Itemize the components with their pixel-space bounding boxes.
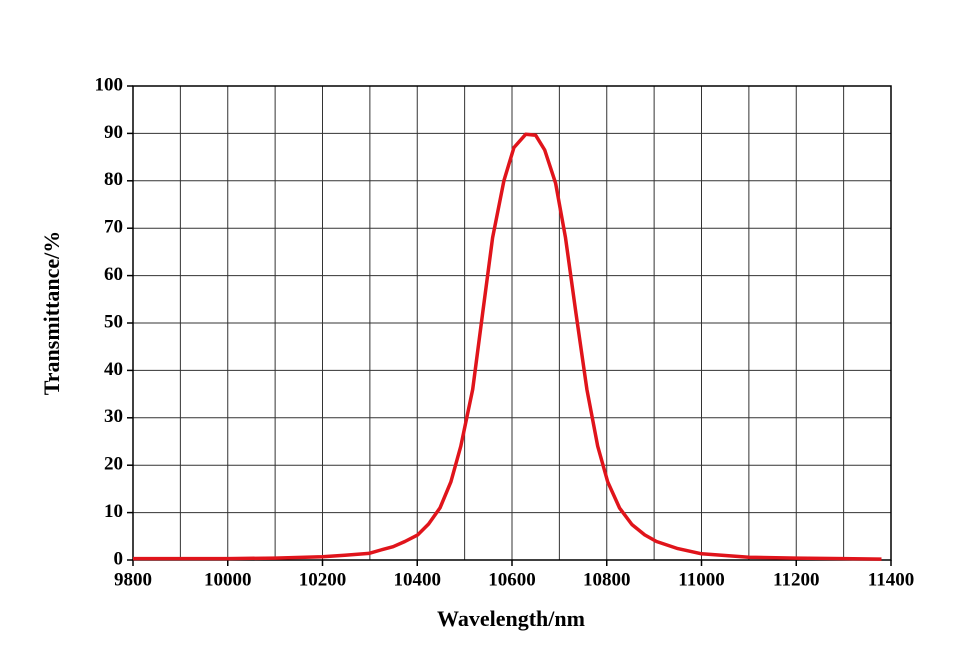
y-tick-label: 60	[104, 264, 123, 285]
x-tick-label: 10800	[583, 569, 631, 590]
y-tick-label: 100	[95, 74, 124, 95]
plot-frame	[132, 85, 892, 561]
x-tick-label: 10000	[204, 569, 252, 590]
y-axis-label: Transmittance/%	[39, 231, 64, 396]
y-tick-label: 10	[104, 501, 123, 522]
y-tick-label: 30	[104, 406, 123, 427]
y-tick-label: 50	[104, 311, 123, 332]
y-tick-label: 0	[114, 548, 124, 569]
x-tick-label: 11000	[678, 569, 724, 590]
x-tick-label: 11400	[868, 569, 914, 590]
x-tick-label: 11200	[773, 569, 819, 590]
x-tick-label: 10200	[299, 569, 347, 590]
x-tick-label: 10400	[394, 569, 442, 590]
y-tick-label: 80	[104, 169, 123, 190]
x-tick-label: 10600	[488, 569, 536, 590]
x-axis-label: Wavelength/nm	[437, 606, 585, 631]
x-tick-label: 9800	[114, 569, 152, 590]
y-tick-label: 70	[104, 217, 123, 238]
y-tick-label: 20	[104, 454, 123, 475]
y-tick-label: 90	[104, 122, 123, 143]
data-line	[133, 132, 882, 561]
y-tick-label: 40	[104, 359, 123, 380]
